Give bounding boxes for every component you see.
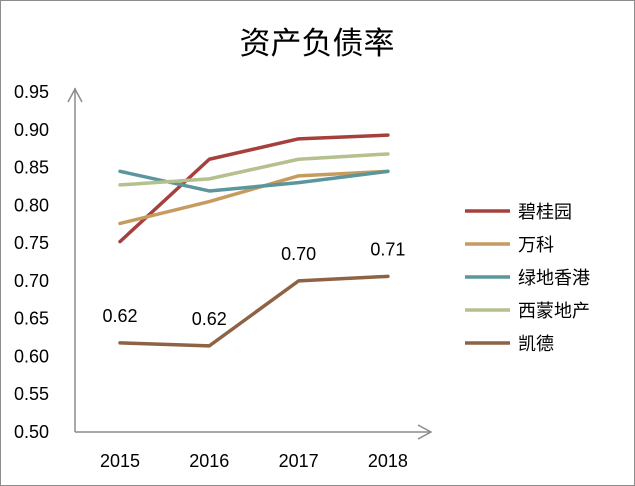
data-label: 0.62 xyxy=(192,309,227,329)
series-line xyxy=(118,169,390,226)
legend-label: 西蒙地产 xyxy=(518,301,590,322)
y-tick-label: 0.75 xyxy=(14,233,49,253)
y-tick-label: 0.95 xyxy=(14,82,49,102)
series-line xyxy=(118,152,390,187)
y-tick-label: 0.70 xyxy=(14,271,49,291)
x-tick-label: 2017 xyxy=(279,451,319,471)
y-tick-label: 0.50 xyxy=(14,422,49,442)
legend-label: 碧桂园 xyxy=(518,202,572,223)
data-label: 0.70 xyxy=(281,244,316,264)
data-labels: 0.62 0.62 0.70 0.71 xyxy=(102,239,405,329)
y-tick-label: 0.60 xyxy=(14,346,49,366)
x-tick-label: 2018 xyxy=(368,451,408,471)
x-tick-labels: 2015 2016 2017 2018 xyxy=(100,451,408,471)
chart-title: 资产负债率 xyxy=(240,26,395,62)
y-axis-arrow xyxy=(67,87,83,103)
series-line xyxy=(118,133,390,244)
legend-label: 凯德 xyxy=(518,334,554,355)
series-line xyxy=(118,274,390,348)
y-tick-label: 0.55 xyxy=(14,384,49,404)
y-tick-label: 0.65 xyxy=(14,309,49,329)
y-tick-label: 0.85 xyxy=(14,158,49,178)
axes xyxy=(67,87,433,440)
y-tick-label: 0.80 xyxy=(14,195,49,215)
series-lines xyxy=(118,133,390,348)
data-label: 0.62 xyxy=(102,306,137,326)
x-tick-label: 2016 xyxy=(189,451,229,471)
legend-label: 万科 xyxy=(518,235,554,256)
x-tick-label: 2015 xyxy=(100,451,140,471)
legend-label: 绿地香港 xyxy=(518,268,590,289)
x-axis-arrow xyxy=(417,424,433,440)
y-tick-labels: 0.50 0.55 0.60 0.65 0.70 0.75 0.80 0.85 0.90 0.95 xyxy=(14,82,49,442)
data-label: 0.71 xyxy=(370,239,405,259)
y-tick-label: 0.90 xyxy=(14,120,49,140)
